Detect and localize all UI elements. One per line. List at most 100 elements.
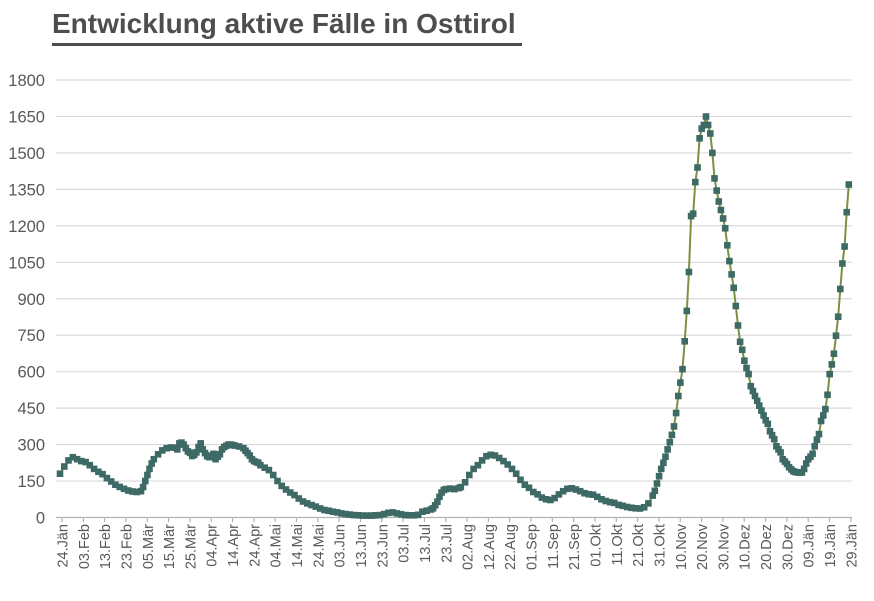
data-point-marker [99,470,106,478]
data-point-marker [278,482,285,490]
x-tick-label: 10.Dez [738,524,754,570]
data-point-marker [611,499,618,507]
data-point-marker [704,121,712,129]
data-point-marker [581,489,588,497]
data-point-marker [148,460,155,467]
data-point-marker [660,459,667,467]
y-tick-label: 900 [17,291,45,309]
x-tick-label: 30.Dez [780,524,796,570]
data-point-marker [559,487,567,495]
data-point-marker [61,463,68,470]
data-point-marker [150,455,158,463]
data-point-marker [372,512,379,519]
data-point-marker [470,465,477,473]
x-tick-label: 14.Mai [290,524,306,568]
data-point-marker [555,491,563,498]
x-tick-label: 21.Okt [631,524,647,567]
x-tick-label: 01.Sep [525,524,541,570]
data-point-marker [269,471,277,479]
data-point-marker [830,350,838,357]
x-tick-label: 25.Mär [183,524,199,569]
data-point-marker [231,442,239,449]
data-point-marker [632,505,639,512]
data-point-marker [585,490,592,498]
data-point-marker [451,485,458,493]
data-point-marker [683,307,691,315]
y-tick-label: 750 [17,327,45,345]
data-point-marker [758,407,765,414]
data-point-marker [197,440,204,447]
data-point-marker [355,512,362,519]
data-point-marker [728,271,735,278]
data-point-marker [698,125,705,132]
data-point-marker [414,511,422,519]
data-point-marker [299,498,307,505]
data-point-marker [692,178,699,186]
data-point-marker [308,501,315,509]
x-tick-label: 31.Okt [652,524,668,567]
data-point-marker [487,451,494,459]
data-point-marker [828,361,836,368]
data-point-marker [628,504,635,512]
data-point-marker [120,485,128,493]
data-point-marker [431,502,439,509]
data-point-marker [406,512,413,519]
data-point-marker [672,409,680,417]
data-point-marker [434,498,441,505]
data-point-marker [568,485,575,492]
data-point-marker [820,412,827,419]
data-point-marker [508,465,516,473]
x-tick-label: 15.Mär [162,524,178,569]
y-tick-label: 450 [17,400,45,418]
data-point-marker [730,284,737,292]
data-point-marker [619,502,627,510]
data-point-marker [713,187,720,194]
data-point-marker [530,488,537,496]
data-point-marker [538,494,546,501]
data-point-marker [657,465,665,473]
data-point-marker [346,511,354,518]
data-point-marker [749,387,757,395]
x-tick-label: 20.Nov [695,523,711,570]
data-point-marker [167,444,175,451]
data-point-marker [95,468,102,476]
data-point-marker [837,285,844,293]
data-point-marker [738,346,746,354]
data-point-marker [745,370,752,378]
data-point-marker [325,507,332,514]
data-point-marker [124,487,132,494]
data-point-marker [594,493,601,501]
data-point-marker [662,453,669,460]
data-point-marker [159,447,166,454]
data-point-marker [707,130,714,137]
data-point-marker [753,397,761,405]
data-point-marker [564,485,571,493]
data-point-marker [826,370,833,378]
data-point-marker [623,503,631,511]
data-point-marker [350,511,358,519]
data-point-marker [65,457,72,464]
data-point-marker [668,431,676,439]
data-point-marker [338,510,345,517]
data-point-marker [137,487,145,495]
data-point-marker [666,438,674,446]
data-point-marker [651,487,659,495]
x-tick-label: 23.Jul [439,524,455,563]
x-tick-label: 13.Jul [418,524,434,563]
data-point-marker [551,494,558,502]
x-tick-label: 04.Apr [205,524,221,567]
data-point-marker [834,313,842,320]
data-point-marker [163,444,170,452]
data-point-marker [689,210,697,217]
data-point-marker [645,500,652,507]
data-point-marker [180,441,187,448]
data-point-marker [664,446,671,453]
y-tick-label: 1200 [8,218,45,236]
data-point-marker [274,477,281,485]
data-point-marker [832,332,840,339]
data-point-marker [606,498,614,506]
data-point-marker [655,472,663,480]
data-point-marker [146,465,153,473]
data-point-marker [436,493,443,501]
data-point-marker [741,357,748,364]
